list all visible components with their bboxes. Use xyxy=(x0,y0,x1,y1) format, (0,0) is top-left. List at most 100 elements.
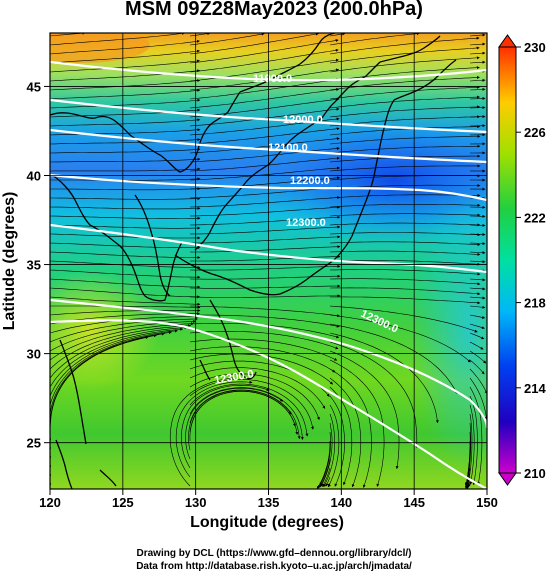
streamline xyxy=(469,314,486,319)
streamline xyxy=(329,323,458,394)
streamline xyxy=(189,331,339,350)
streamline xyxy=(329,377,362,488)
streamline xyxy=(329,144,481,154)
streamline xyxy=(189,373,320,421)
map-title: MSM 09Z28May2023 (200.0hPa) xyxy=(125,0,423,20)
streamline xyxy=(50,39,200,55)
streamline xyxy=(329,56,480,73)
contour-label: 12100.0 xyxy=(268,142,308,154)
streamline xyxy=(323,413,336,488)
streamline xyxy=(189,215,341,226)
streamline xyxy=(469,395,478,486)
streamline xyxy=(189,383,309,437)
x-axis-ticks: 120 125 130 135 140 145 150 xyxy=(39,489,498,510)
streamline xyxy=(329,269,481,276)
streamline xyxy=(469,60,486,64)
streamline xyxy=(50,59,200,73)
streamline xyxy=(50,98,201,109)
contour-lines xyxy=(50,60,487,489)
streamline xyxy=(50,327,184,388)
streamline xyxy=(50,215,201,220)
streamline xyxy=(189,338,338,361)
contour-label: 12300.0 xyxy=(286,217,326,229)
streamline xyxy=(329,33,346,37)
streamline xyxy=(50,197,201,201)
streamline xyxy=(189,166,340,181)
streamline xyxy=(329,203,481,208)
streamline xyxy=(469,223,486,227)
streamline xyxy=(50,305,201,309)
streamline xyxy=(185,387,284,460)
streamline xyxy=(50,138,201,145)
streamline xyxy=(469,350,487,364)
streamline xyxy=(190,314,340,328)
drawing-credit: Drawing by DCL (https://www.gfd–dennou.o… xyxy=(136,548,412,559)
streamline xyxy=(469,359,485,375)
colorbar-max-arrow xyxy=(498,34,517,48)
streamline xyxy=(189,137,340,154)
streamline xyxy=(50,320,197,352)
streamline xyxy=(189,387,304,440)
streamline xyxy=(469,42,486,46)
streamline xyxy=(190,245,341,253)
streamline xyxy=(190,235,341,244)
streamline xyxy=(189,176,341,190)
y-axis-ticks: 25 30 35 40 45 xyxy=(27,79,50,451)
streamline xyxy=(50,242,201,250)
weather-map: 11900.0 12000.0 12100.0 12200.0 12300.0 … xyxy=(1,32,546,531)
streamline xyxy=(469,278,486,282)
streamline xyxy=(469,233,486,236)
streamline xyxy=(469,377,487,420)
streamline xyxy=(189,33,211,37)
data-credit: Data from http://database.rish.kyoto–u.a… xyxy=(136,561,412,572)
streamline xyxy=(329,75,480,91)
x-tick-label: 130 xyxy=(185,495,207,510)
streamline xyxy=(329,33,420,46)
streamline xyxy=(329,332,439,424)
y-tick-label: 40 xyxy=(27,169,41,184)
x-axis-label: Longitude (degrees) xyxy=(190,514,344,531)
streamline xyxy=(328,404,340,488)
x-tick-label: 140 xyxy=(330,495,352,510)
streamline xyxy=(329,260,481,266)
streamline xyxy=(189,390,296,442)
streamline xyxy=(50,69,201,82)
streamline xyxy=(469,386,483,486)
warm-northwest xyxy=(50,33,150,63)
streamline xyxy=(469,78,486,82)
colorbar-tick-label: 222 xyxy=(524,210,546,225)
streamline xyxy=(329,213,481,217)
streamline xyxy=(189,186,341,199)
streamline xyxy=(329,95,480,109)
streamline xyxy=(190,255,341,262)
colorbar-tick-label: 218 xyxy=(524,296,546,311)
cool-region xyxy=(410,190,487,470)
streamline xyxy=(469,251,486,255)
streamline xyxy=(469,33,486,37)
streamline xyxy=(189,274,341,280)
streamline xyxy=(188,390,292,451)
streamline xyxy=(50,269,201,279)
streamline xyxy=(329,36,480,55)
x-tick-label: 145 xyxy=(403,495,425,510)
streamline xyxy=(464,458,471,489)
streamline xyxy=(181,384,270,469)
streamline xyxy=(329,125,481,136)
streamline xyxy=(50,33,185,46)
cold-core xyxy=(255,115,487,245)
streamline xyxy=(50,157,201,163)
streamline xyxy=(469,97,486,100)
streamline xyxy=(50,88,201,100)
streamline xyxy=(50,287,201,299)
contour-label: 11900.0 xyxy=(253,73,292,85)
streamline xyxy=(329,193,481,199)
streamline xyxy=(189,196,341,208)
streamline xyxy=(189,33,319,55)
x-tick-label: 125 xyxy=(112,495,134,510)
streamline xyxy=(189,156,340,172)
streamline xyxy=(50,167,201,172)
streamline xyxy=(50,329,178,397)
streamline xyxy=(50,224,201,230)
streamline xyxy=(469,87,486,91)
streamline xyxy=(319,458,331,488)
